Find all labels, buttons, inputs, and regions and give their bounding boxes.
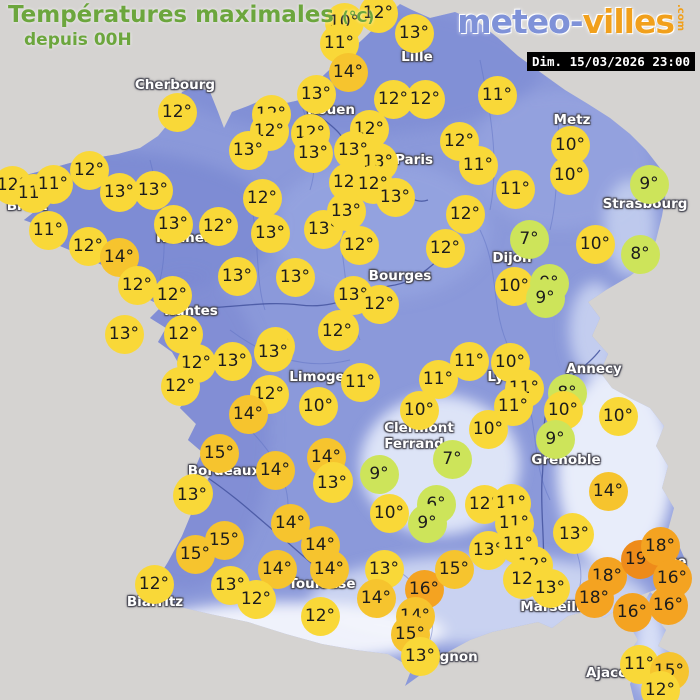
temperature-marker[interactable]: 13°	[296, 74, 336, 114]
temperature-marker[interactable]: 11°	[449, 341, 489, 381]
temperature-marker[interactable]: 14°	[228, 394, 268, 434]
temperature-marker[interactable]: 8°	[620, 234, 660, 274]
temperature-marker[interactable]: 13°	[253, 332, 293, 372]
page-subtitle: depuis 00H	[24, 30, 132, 50]
temperature-marker[interactable]: 11°	[33, 164, 73, 204]
temperature-marker[interactable]: 11°	[340, 362, 380, 402]
temperature-marker[interactable]: 12°	[445, 194, 485, 234]
temperature-marker[interactable]: 12°	[163, 314, 203, 354]
temperature-marker[interactable]: 13°	[375, 177, 415, 217]
temperature-marker[interactable]: 14°	[328, 52, 368, 92]
channel-island	[209, 137, 215, 143]
temperature-marker[interactable]: 12°	[157, 92, 197, 132]
temperature-marker[interactable]: 13°	[217, 256, 257, 296]
temperature-marker[interactable]: 11°	[28, 210, 68, 250]
temperature-marker[interactable]: 14°	[356, 578, 396, 618]
temperature-marker[interactable]: 14°	[309, 549, 349, 589]
temperature-marker[interactable]: 15°	[204, 520, 244, 560]
temperature-marker[interactable]: 12°	[152, 275, 192, 315]
temperature-marker[interactable]: 12°	[117, 265, 157, 305]
temperature-marker[interactable]: 13°	[530, 568, 570, 608]
temperature-marker[interactable]: 13°	[99, 172, 139, 212]
temperature-marker[interactable]: 18°	[574, 578, 614, 618]
page-title: Températures maximales (°C)	[8, 2, 375, 28]
temperature-marker[interactable]: 13°	[312, 463, 352, 503]
temperature-marker[interactable]: 15°	[199, 433, 239, 473]
temperature-marker[interactable]: 11°	[477, 75, 517, 115]
logo-part-villes: villes	[582, 2, 675, 41]
temperature-marker[interactable]: 12°	[242, 178, 282, 218]
temperature-marker[interactable]: 7°	[432, 439, 472, 479]
temperature-marker[interactable]: 13°	[104, 314, 144, 354]
temperature-marker[interactable]: 12°	[317, 311, 357, 351]
logo-part-meteo: meteo-	[457, 2, 583, 41]
temperature-marker[interactable]: 12°	[359, 284, 399, 324]
temperature-marker[interactable]: 10°	[575, 224, 615, 264]
logo-suffix-com: .com	[675, 4, 686, 32]
temperature-marker[interactable]: 9°	[359, 454, 399, 494]
temperature-marker[interactable]: 12°	[198, 206, 238, 246]
temperature-marker[interactable]: 13°	[394, 13, 434, 53]
meteo-villes-logo[interactable]: meteo-villes.com	[457, 2, 686, 41]
temperature-marker[interactable]: 10°	[298, 386, 338, 426]
temperature-marker[interactable]: 10°	[549, 155, 589, 195]
temperature-marker[interactable]: 13°	[400, 636, 440, 676]
temperature-marker[interactable]: 9°	[525, 278, 565, 318]
temperature-marker[interactable]: 10°	[598, 396, 638, 436]
channel-island	[192, 123, 200, 131]
temperature-marker[interactable]: 16°	[648, 585, 688, 625]
date-time-badge: Dim. 15/03/2026 23:00	[526, 52, 695, 71]
temperature-marker[interactable]: 12°	[425, 228, 465, 268]
temperature-marker[interactable]: 12°	[249, 111, 289, 151]
temperature-marker[interactable]: 13°	[293, 133, 333, 173]
temperature-marker[interactable]: 13°	[326, 191, 366, 231]
temperature-marker[interactable]: 11°	[458, 145, 498, 185]
temperature-marker[interactable]: 13°	[153, 204, 193, 244]
title-unit: (°C)	[342, 8, 375, 26]
temperature-marker[interactable]: 12°	[405, 79, 445, 119]
temperature-marker[interactable]: 10°	[399, 390, 439, 430]
river-loire	[171, 254, 446, 309]
temperature-marker[interactable]: 12°	[236, 579, 276, 619]
temperature-marker[interactable]: 10°	[468, 409, 508, 449]
temperature-marker[interactable]: 13°	[228, 130, 268, 170]
temperature-marker[interactable]: 12°	[640, 670, 680, 700]
temperature-marker[interactable]: 12°	[69, 150, 109, 190]
temperature-marker[interactable]: 9°	[407, 503, 447, 543]
temperature-marker[interactable]: 12°	[134, 564, 174, 604]
temperature-marker[interactable]: 14°	[255, 450, 295, 490]
temperature-marker[interactable]: 11°	[495, 169, 535, 209]
temperature-marker[interactable]: 9°	[629, 164, 669, 204]
temperature-marker[interactable]: 14°	[588, 471, 628, 511]
temperature-marker[interactable]: 13°	[212, 341, 252, 381]
temperature-marker[interactable]: 13°	[275, 257, 315, 297]
temperature-marker[interactable]: 10°	[369, 493, 409, 533]
temperature-marker[interactable]: 16°	[612, 592, 652, 632]
temperature-marker[interactable]: 7°	[509, 219, 549, 259]
temperature-marker[interactable]: 12°	[339, 225, 379, 265]
temperature-marker[interactable]: 15°	[434, 549, 474, 589]
temperature-marker[interactable]: 13°	[250, 213, 290, 253]
temperature-marker[interactable]: 12°	[160, 366, 200, 406]
temperature-marker[interactable]: 12°	[358, 0, 398, 33]
temperature-marker[interactable]: 13°	[172, 475, 212, 515]
temperature-marker[interactable]: 13°	[554, 514, 594, 554]
temperature-marker[interactable]: 9°	[535, 419, 575, 459]
temperature-marker[interactable]: 15°	[175, 534, 215, 574]
temperature-marker[interactable]: 13°	[133, 170, 173, 210]
temperature-marker[interactable]: 12°	[300, 596, 340, 636]
